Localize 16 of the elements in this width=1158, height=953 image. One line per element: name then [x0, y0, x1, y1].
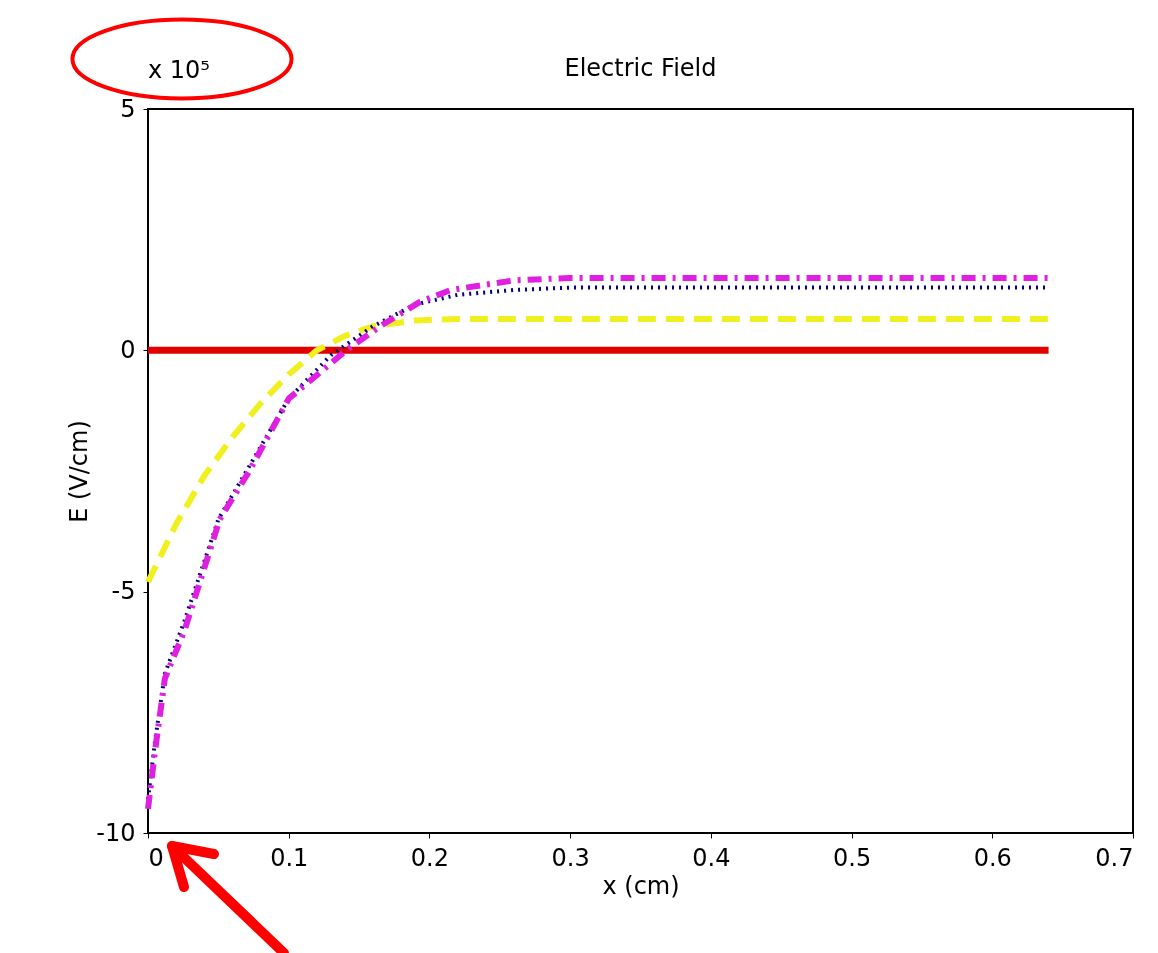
y-tick-label: 0 [120, 335, 136, 364]
y-tick-label: -5 [111, 577, 136, 606]
chart-title: Electric Field [564, 54, 717, 82]
x-tick-label: 0.1 [270, 843, 309, 872]
x-tick-label: 0.4 [692, 843, 731, 872]
y-tick-label: -10 [96, 818, 136, 847]
y-tick-label: 5 [120, 94, 136, 123]
x-tick-label: 0.5 [832, 843, 872, 872]
x-tick-label: 0.7 [1095, 843, 1134, 872]
x-axis-title: x (cm) [602, 871, 680, 900]
x-tick-label: 0.3 [551, 843, 590, 872]
y-axis-title: E (V/cm) [65, 420, 94, 523]
text: x 10⁵ [148, 56, 210, 84]
x-tick-label: 0.6 [973, 843, 1012, 872]
x-tick-label: 0 [148, 843, 164, 872]
x-tick-label: 0.2 [410, 843, 450, 872]
